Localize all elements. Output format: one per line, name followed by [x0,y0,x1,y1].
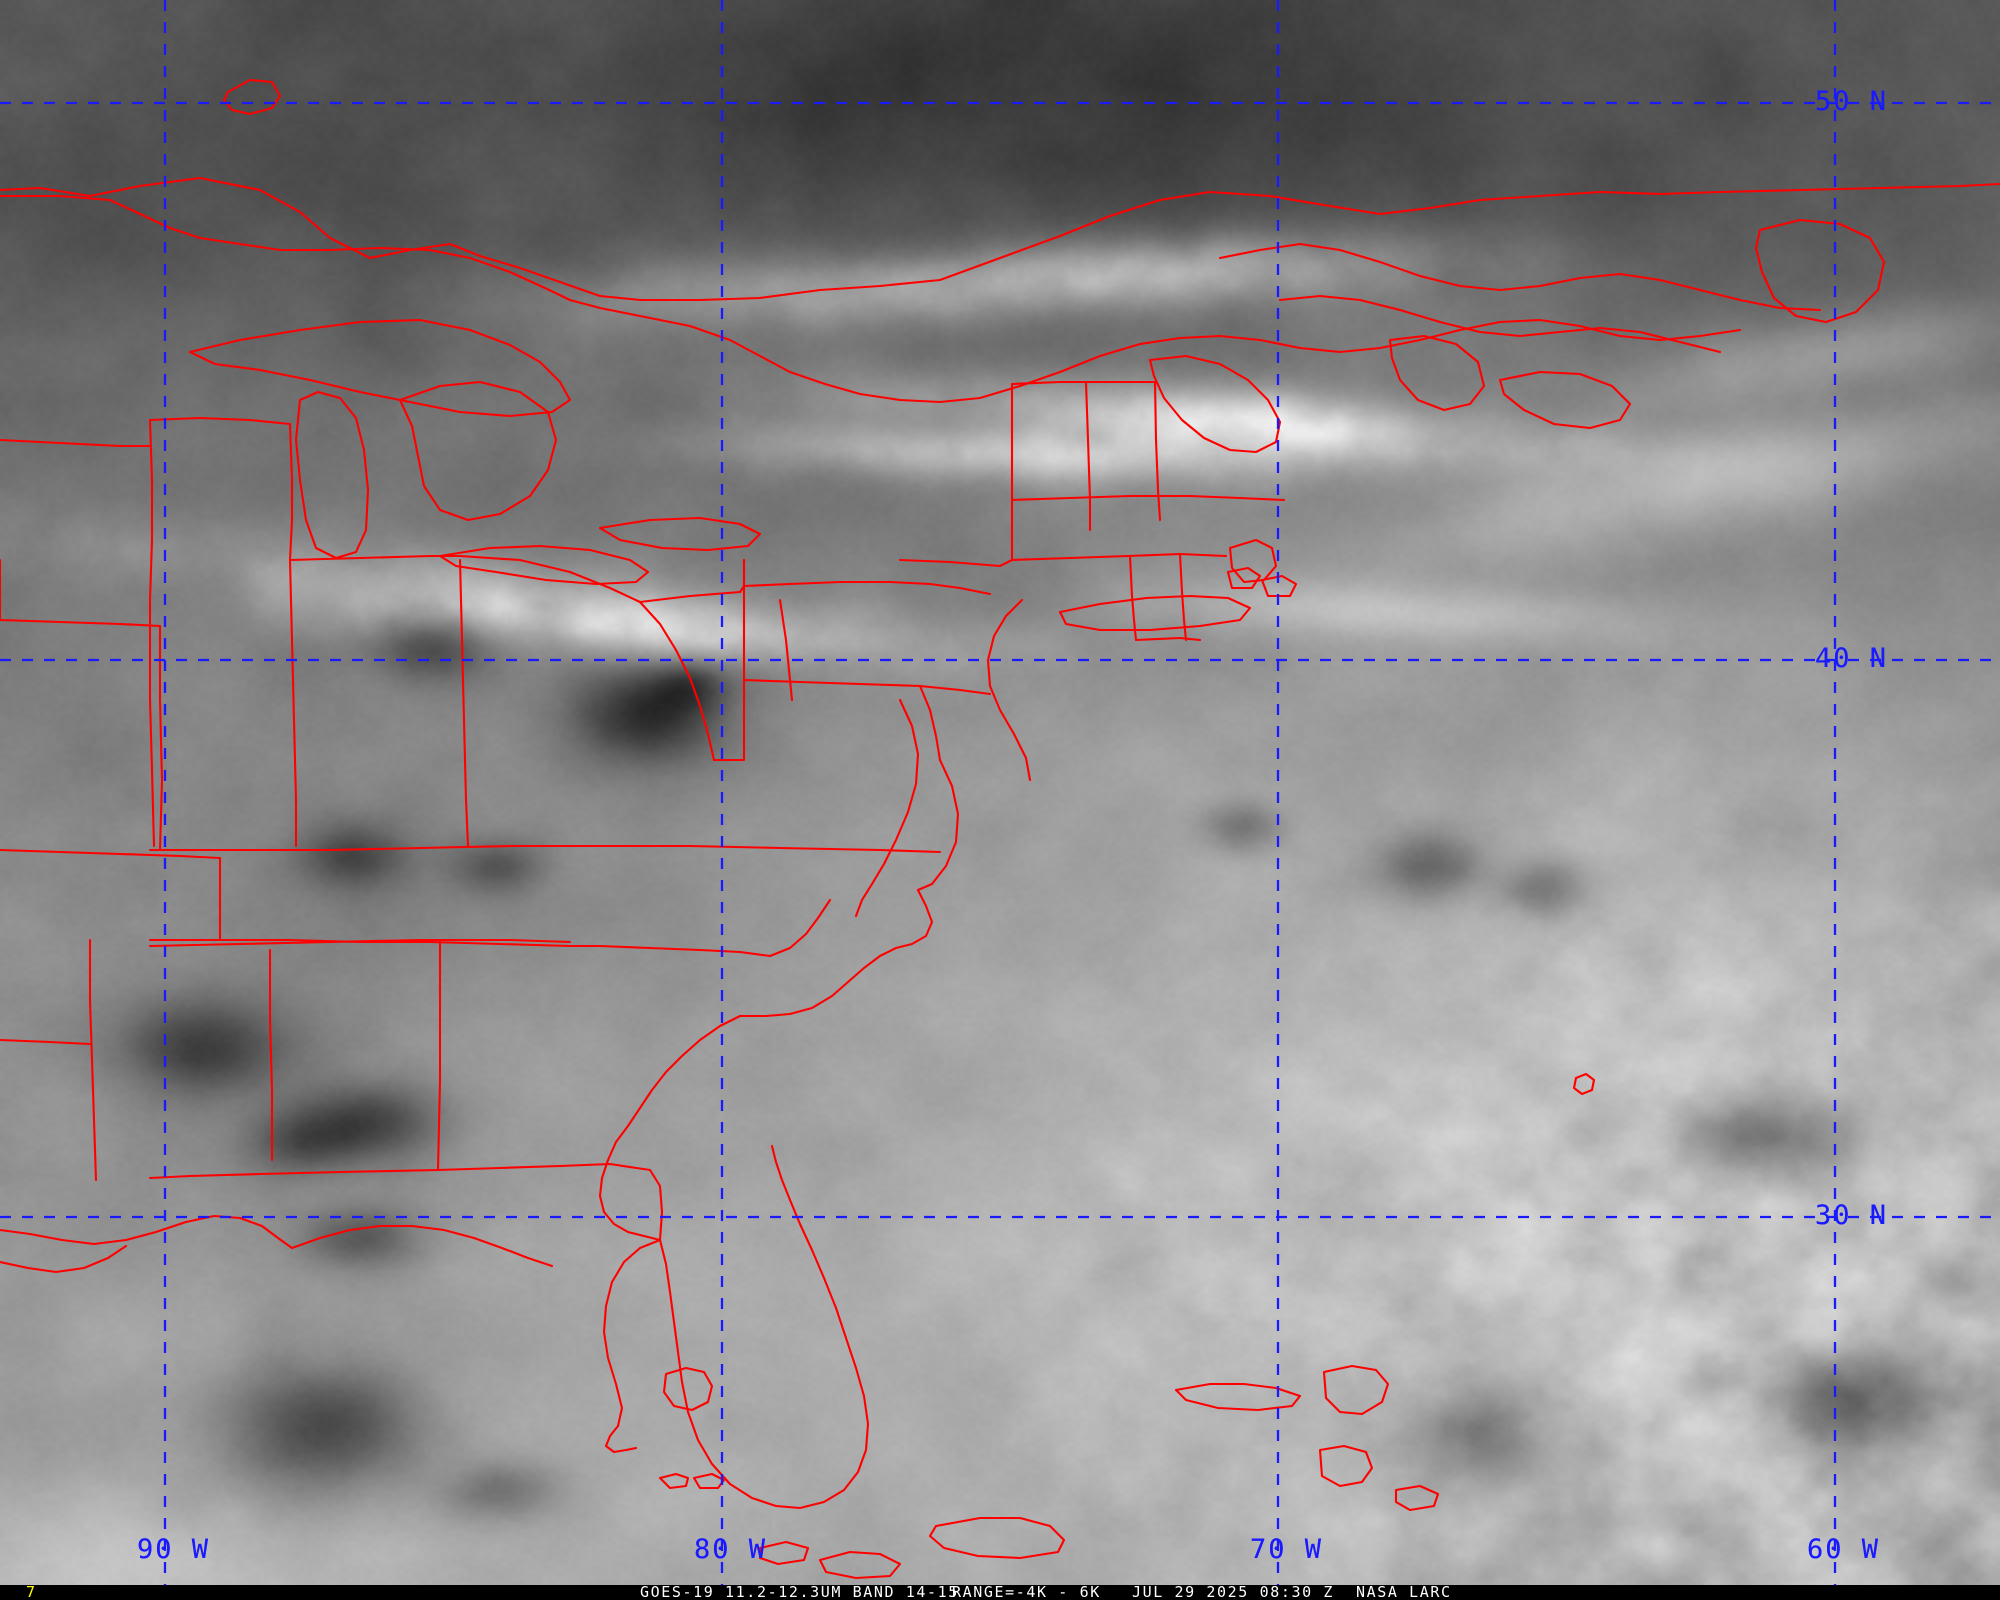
lon-label-90w: 90 W [137,1534,211,1565]
status-bar: 7 GOES-19 11.2-12.3UM BAND 14-15 RANGE=-… [0,1585,2000,1600]
source-label: NASA LARC [1356,1585,1452,1600]
lon-label-80w: 80 W [694,1534,768,1565]
frame-number: 7 [26,1585,36,1600]
timestamp-label: JUL 29 2025 08:30 Z [1132,1585,1334,1600]
lat-label-40n: 40 N [1815,643,1889,674]
lon-label-70w: 70 W [1250,1534,1324,1565]
range-label: RANGE=-4K - 6K [952,1585,1101,1600]
lat-label-30n: 30 N [1815,1200,1889,1231]
lon-label-60w: 60 W [1807,1534,1881,1565]
lat-label-50n: 50 N [1815,86,1889,117]
satellite-band-label: GOES-19 11.2-12.3UM BAND 14-15 [640,1585,959,1600]
